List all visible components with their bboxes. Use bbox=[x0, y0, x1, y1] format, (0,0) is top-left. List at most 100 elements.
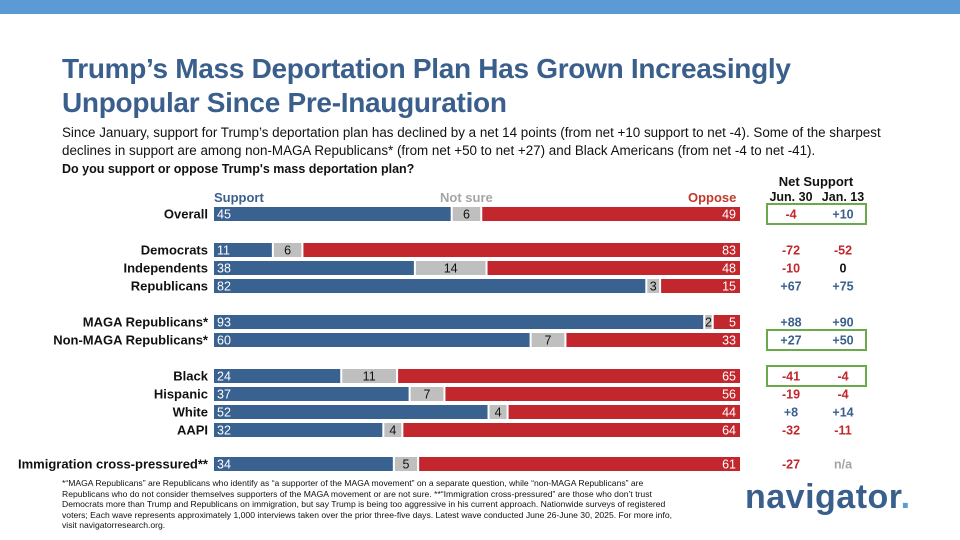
bar-support bbox=[214, 333, 530, 347]
net-jun30-value: -19 bbox=[782, 388, 800, 402]
net-jan13-value: +10 bbox=[832, 208, 853, 222]
bar-oppose bbox=[661, 279, 740, 293]
not-sure-value-label: 4 bbox=[389, 424, 396, 438]
net-jun30-value: +67 bbox=[780, 280, 801, 294]
not-sure-value-label: 5 bbox=[403, 458, 410, 472]
oppose-value-label: 61 bbox=[722, 458, 736, 472]
not-sure-value-label: 2 bbox=[705, 316, 712, 330]
bar-oppose bbox=[508, 405, 740, 419]
not-sure-value-label: 3 bbox=[650, 280, 657, 294]
support-value-label: 37 bbox=[217, 388, 231, 402]
support-value-label: 82 bbox=[217, 280, 231, 294]
bar-not-sure bbox=[273, 243, 302, 257]
not-sure-value-label: 7 bbox=[424, 388, 431, 402]
net-jan13-value: -11 bbox=[834, 424, 851, 438]
bar-oppose bbox=[566, 333, 740, 347]
bar-oppose bbox=[487, 261, 740, 275]
row-label: Republicans bbox=[131, 279, 208, 294]
footnote: *“MAGA Republicans” are Republicans who … bbox=[62, 478, 673, 531]
not-sure-value-label: 4 bbox=[495, 406, 502, 420]
bar-not-sure bbox=[342, 369, 397, 383]
net-jun30-value: +88 bbox=[780, 316, 801, 330]
row-label: Overall bbox=[164, 207, 208, 222]
net-jun30-value: +27 bbox=[780, 334, 801, 348]
row-label: Immigration cross-pressured** bbox=[18, 457, 209, 472]
bar-oppose bbox=[445, 387, 740, 401]
row-label: Hispanic bbox=[154, 387, 208, 402]
bar-oppose bbox=[419, 457, 740, 471]
bar-not-sure bbox=[394, 457, 418, 471]
net-column-jan13-header: Jan. 13 bbox=[821, 190, 865, 204]
net-jan13-value: n/a bbox=[834, 458, 853, 472]
row-label: MAGA Republicans* bbox=[83, 315, 209, 330]
net-jun30-value: -72 bbox=[782, 244, 800, 258]
row-label: Independents bbox=[123, 261, 208, 276]
row-label: Black bbox=[173, 369, 208, 384]
bar-oppose bbox=[403, 423, 740, 437]
support-value-label: 34 bbox=[217, 458, 231, 472]
oppose-value-label: 56 bbox=[722, 388, 736, 402]
bar-not-sure bbox=[489, 405, 507, 419]
not-sure-value-label: 14 bbox=[444, 262, 458, 276]
net-jan13-value: -4 bbox=[837, 388, 848, 402]
bar-support bbox=[214, 207, 451, 221]
not-sure-value-label: 11 bbox=[363, 370, 376, 384]
bar-not-sure bbox=[531, 333, 565, 347]
page-title: Trump’s Mass Deportation Plan Has Grown … bbox=[62, 53, 791, 118]
bar-oppose bbox=[482, 207, 740, 221]
net-jun30-value: -41 bbox=[782, 370, 800, 384]
bar-not-sure bbox=[410, 387, 444, 401]
oppose-value-label: 65 bbox=[722, 370, 736, 384]
net-jan13-value: -52 bbox=[834, 244, 852, 258]
bar-support bbox=[214, 369, 341, 383]
net-jan13-value: +50 bbox=[832, 334, 853, 348]
oppose-value-label: 49 bbox=[722, 208, 736, 222]
bar-not-sure bbox=[384, 423, 402, 437]
legend-oppose: Oppose bbox=[688, 190, 737, 205]
net-jun30-value: +8 bbox=[784, 406, 798, 420]
support-value-label: 11 bbox=[217, 244, 230, 258]
net-jan13-value: +14 bbox=[832, 406, 853, 420]
net-jan13-value: +90 bbox=[832, 316, 853, 330]
support-value-label: 24 bbox=[217, 370, 231, 384]
bar-not-sure bbox=[705, 315, 712, 329]
highlight-box bbox=[766, 365, 867, 387]
bar-support bbox=[214, 423, 383, 437]
logo-text: navigator bbox=[745, 478, 901, 516]
net-support-title: Net Support bbox=[778, 174, 854, 189]
row-label: Non-MAGA Republicans* bbox=[53, 333, 209, 348]
net-jan13-value: -4 bbox=[837, 370, 848, 384]
bar-support bbox=[214, 315, 704, 329]
subtitle: Since January, support for Trump’s depor… bbox=[62, 125, 881, 158]
oppose-value-label: 64 bbox=[722, 424, 736, 438]
support-value-label: 32 bbox=[217, 424, 231, 438]
logo-dot: . bbox=[900, 478, 911, 516]
not-sure-value-label: 6 bbox=[284, 244, 291, 258]
highlight-box bbox=[766, 329, 867, 351]
bar-support bbox=[214, 279, 646, 293]
not-sure-value-label: 6 bbox=[463, 208, 470, 222]
oppose-value-label: 33 bbox=[722, 334, 736, 348]
bar-oppose bbox=[398, 369, 740, 383]
net-column-jun30-header: Jun. 30 bbox=[769, 190, 813, 204]
bar-oppose bbox=[303, 243, 740, 257]
oppose-value-label: 48 bbox=[722, 262, 736, 276]
support-value-label: 45 bbox=[217, 208, 231, 222]
support-value-label: 60 bbox=[217, 334, 231, 348]
oppose-value-label: 15 bbox=[722, 280, 736, 294]
net-jan13-value: 0 bbox=[840, 262, 847, 276]
bar-support bbox=[214, 457, 393, 471]
bar-support bbox=[214, 243, 272, 257]
row-label: Democrats bbox=[141, 243, 208, 258]
net-jun30-value: -4 bbox=[785, 208, 796, 222]
not-sure-value-label: 7 bbox=[545, 334, 552, 348]
oppose-value-label: 83 bbox=[722, 244, 736, 258]
bar-not-sure bbox=[415, 261, 486, 275]
support-value-label: 52 bbox=[217, 406, 231, 420]
bar-support bbox=[214, 387, 409, 401]
net-jan13-value: +75 bbox=[832, 280, 853, 294]
bar-support bbox=[214, 261, 414, 275]
support-value-label: 93 bbox=[217, 316, 231, 330]
row-label: AAPI bbox=[177, 423, 208, 438]
